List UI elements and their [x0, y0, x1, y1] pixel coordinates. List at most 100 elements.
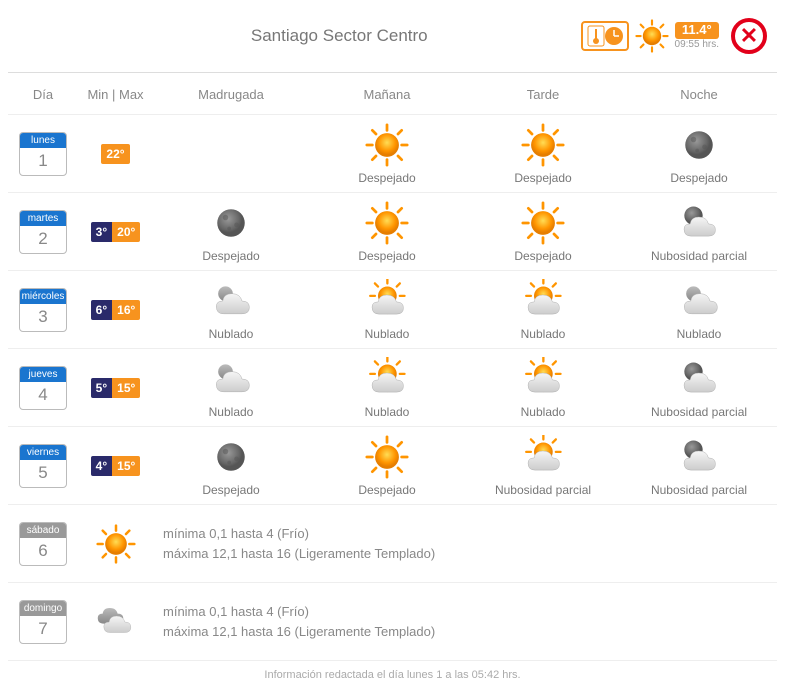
- period-label: Despejado: [514, 171, 571, 185]
- day-chip: martes2: [19, 210, 67, 254]
- forecast-max-text: máxima 12,1 hasta 16 (Ligeramente Templa…: [163, 544, 435, 564]
- day-cell: lunes1: [8, 115, 78, 193]
- forecast-max-text: máxima 12,1 hasta 16 (Ligeramente Templa…: [163, 622, 435, 642]
- summary-icon-cell: [78, 583, 153, 661]
- current-temp: 11.4°: [675, 22, 719, 38]
- period-cell: Despejado: [153, 427, 309, 505]
- temp-max: 15°: [112, 456, 140, 476]
- sun-icon: [635, 19, 669, 53]
- day-cell: jueves4: [8, 349, 78, 427]
- day-cell: sábado6: [8, 505, 78, 583]
- text-forecast: mínima 0,1 hasta 4 (Frío)máxima 12,1 has…: [153, 583, 777, 661]
- day-number: 2: [20, 226, 66, 253]
- temp-min: 3°: [91, 222, 112, 242]
- period-label: Nublado: [521, 405, 566, 419]
- suncloud-icon: [521, 279, 565, 323]
- period-label: Nubosidad parcial: [651, 249, 747, 263]
- day-number: 4: [20, 382, 66, 409]
- temp-min: 6°: [91, 300, 112, 320]
- col-noche: Noche: [621, 73, 777, 115]
- day-name: sábado: [20, 523, 66, 538]
- forecast-grid: Día Min | Max Madrugada Mañana Tarde Noc…: [8, 73, 777, 661]
- col-day: Día: [8, 73, 78, 115]
- period-cell: Despejado: [309, 427, 465, 505]
- day-name: miércoles: [20, 289, 66, 304]
- period-cell: Nubosidad parcial: [621, 427, 777, 505]
- period-cell: [153, 115, 309, 193]
- day-chip: domingo7: [19, 600, 67, 644]
- day-number: 3: [20, 304, 66, 331]
- day-chip: sábado6: [19, 522, 67, 566]
- period-label: Despejado: [202, 249, 259, 263]
- sun-icon: [521, 201, 565, 245]
- period-label: Nublado: [677, 327, 722, 341]
- temps: 3°20°: [91, 222, 141, 242]
- temps: 5°15°: [91, 378, 141, 398]
- close-button[interactable]: [731, 18, 767, 54]
- day-number: 6: [20, 538, 66, 565]
- forecast-min-text: mínima 0,1 hasta 4 (Frío): [163, 602, 309, 622]
- day-chip: lunes1: [19, 132, 67, 176]
- temps: 22°: [101, 144, 129, 164]
- period-label: Nublado: [209, 405, 254, 419]
- period-cell: Despejado: [621, 115, 777, 193]
- col-madrugada: Madrugada: [153, 73, 309, 115]
- temp-max: 16°: [112, 300, 140, 320]
- minmax-cell: 5°15°: [78, 349, 153, 427]
- suncloud-icon: [521, 435, 565, 479]
- day-cell: martes2: [8, 193, 78, 271]
- temp-max: 15°: [112, 378, 140, 398]
- day-name: martes: [20, 211, 66, 226]
- col-manana: Mañana: [309, 73, 465, 115]
- col-tarde: Tarde: [465, 73, 621, 115]
- minmax-cell: 6°16°: [78, 271, 153, 349]
- moon-icon: [677, 123, 721, 167]
- text-forecast: mínima 0,1 hasta 4 (Frío)máxima 12,1 has…: [153, 505, 777, 583]
- day-name: jueves: [20, 367, 66, 382]
- cloud-icon: [209, 279, 253, 323]
- forecast-min-text: mínima 0,1 hasta 4 (Frío): [163, 524, 309, 544]
- temps: 4°15°: [91, 456, 141, 476]
- period-label: Nublado: [521, 327, 566, 341]
- moon-icon: [209, 435, 253, 479]
- footer-note: Información redactada el día lunes 1 a l…: [8, 661, 777, 681]
- period-label: Despejado: [358, 483, 415, 497]
- period-cell: Despejado: [465, 115, 621, 193]
- summary-icon-cell: [78, 505, 153, 583]
- period-cell: Despejado: [309, 115, 465, 193]
- day-cell: viernes5: [8, 427, 78, 505]
- moon-icon: [209, 201, 253, 245]
- day-cell: domingo7: [8, 583, 78, 661]
- period-label: Nubosidad parcial: [651, 405, 747, 419]
- period-cell: Nublado: [465, 271, 621, 349]
- period-cell: Despejado: [465, 193, 621, 271]
- mooncloud-icon: [677, 435, 721, 479]
- mooncloud-icon: [677, 201, 721, 245]
- temp-max: 22°: [101, 144, 129, 164]
- period-label: Nubosidad parcial: [651, 483, 747, 497]
- temp-min: 5°: [91, 378, 112, 398]
- temps: 6°16°: [91, 300, 141, 320]
- sun-icon: [365, 201, 409, 245]
- temp-max: 20°: [112, 222, 140, 242]
- current-reading: 11.4° 09:55 hrs.: [675, 22, 719, 49]
- period-label: Nubosidad parcial: [495, 483, 591, 497]
- period-label: Nublado: [365, 327, 410, 341]
- sensor-badge: [581, 21, 629, 51]
- period-label: Nublado: [365, 405, 410, 419]
- period-cell: Nublado: [153, 271, 309, 349]
- temp-min: 4°: [91, 456, 112, 476]
- day-number: 7: [20, 616, 66, 643]
- sun-icon: [96, 524, 136, 564]
- period-cell: Nublado: [309, 349, 465, 427]
- weather-panel: Santiago Sector Centro 11.4° 09:55 hrs. …: [0, 0, 785, 681]
- minmax-cell: 3°20°: [78, 193, 153, 271]
- header: Santiago Sector Centro 11.4° 09:55 hrs.: [8, 10, 777, 73]
- period-cell: Despejado: [153, 193, 309, 271]
- suncloud-icon: [521, 357, 565, 401]
- day-cell: miércoles3: [8, 271, 78, 349]
- period-label: Despejado: [670, 171, 727, 185]
- period-cell: Nubosidad parcial: [621, 349, 777, 427]
- period-label: Despejado: [202, 483, 259, 497]
- minmax-cell: 22°: [78, 115, 153, 193]
